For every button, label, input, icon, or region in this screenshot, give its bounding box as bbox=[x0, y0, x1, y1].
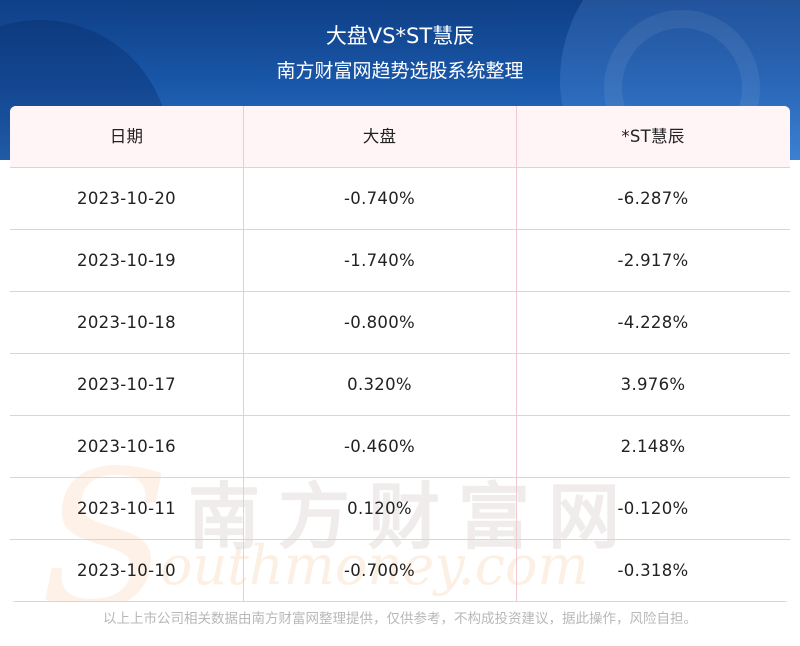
cell-stock: -0.120% bbox=[617, 499, 689, 518]
cell-date: 2023-10-18 bbox=[77, 313, 176, 332]
table-row: 2023-10-11 0.120% -0.120% bbox=[10, 478, 790, 540]
cell-market: 0.120% bbox=[347, 499, 412, 518]
page-subtitle: 南方财富网趋势选股系统整理 bbox=[276, 60, 524, 82]
cell-date: 2023-10-11 bbox=[77, 499, 176, 518]
cell-market: -0.740% bbox=[344, 189, 415, 208]
column-header-market: 大盘 bbox=[362, 127, 397, 146]
table-header-row: 日期 大盘 *ST慧辰 bbox=[10, 106, 790, 168]
table-row: 2023-10-19 -1.740% -2.917% bbox=[10, 230, 790, 292]
cell-stock: 2.148% bbox=[620, 437, 686, 456]
cell-stock: -0.318% bbox=[617, 561, 689, 580]
cell-date: 2023-10-17 bbox=[77, 375, 176, 394]
table-row: 2023-10-20 -0.740% -6.287% bbox=[10, 168, 790, 230]
page-title: 大盘VS*ST慧辰 bbox=[325, 24, 475, 48]
watermark-s: S bbox=[40, 430, 171, 603]
cell-market: -1.740% bbox=[344, 251, 415, 270]
disclaimer: 以上上市公司相关数据由南方财富网整理提供，仅供参考，不构成投资建议，据此操作，风… bbox=[103, 611, 697, 627]
table-row: 2023-10-18 -0.800% -4.228% bbox=[10, 292, 790, 354]
column-header-stock: *ST慧辰 bbox=[621, 127, 685, 146]
table-row: 2023-10-16 -0.460% 2.148% bbox=[10, 416, 790, 478]
cell-market: -0.800% bbox=[344, 313, 415, 332]
cell-market: 0.320% bbox=[347, 375, 412, 394]
watermark-cn: 南方财富网 bbox=[188, 475, 639, 559]
cell-date: 2023-10-10 bbox=[77, 561, 176, 580]
comparison-table: S 南方财富网 outhmoney.com 日期 大盘 *ST慧辰 2023-1… bbox=[10, 106, 790, 602]
cell-date: 2023-10-20 bbox=[77, 189, 176, 208]
column-header-date: 日期 bbox=[109, 127, 144, 146]
column-divider bbox=[243, 106, 244, 602]
cell-market: -0.460% bbox=[344, 437, 415, 456]
cell-market: -0.700% bbox=[344, 561, 415, 580]
cell-stock: -6.287% bbox=[617, 189, 689, 208]
table-row: 2023-10-10 -0.700% -0.318% bbox=[10, 540, 790, 602]
column-divider bbox=[516, 106, 517, 602]
cell-date: 2023-10-16 bbox=[77, 437, 176, 456]
cell-stock: -2.917% bbox=[617, 251, 689, 270]
table-row: 2023-10-17 0.320% 3.976% bbox=[10, 354, 790, 416]
cell-stock: 3.976% bbox=[620, 375, 686, 394]
cell-stock: -4.228% bbox=[617, 313, 689, 332]
watermark-en: outhmoney.com bbox=[160, 534, 589, 597]
cell-date: 2023-10-19 bbox=[77, 251, 176, 270]
